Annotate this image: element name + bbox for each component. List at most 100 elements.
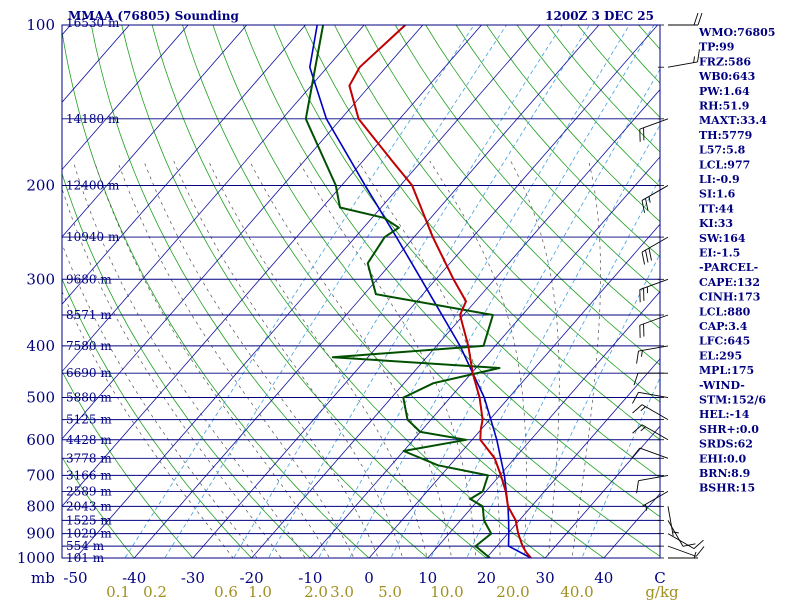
height-label: 6690 m	[66, 366, 112, 380]
mixing-ratio-tick-label: 0.2	[143, 583, 167, 600]
isotherm	[368, 223, 660, 558]
wind-barb-shaft	[667, 520, 684, 547]
index-entry: LCL:977	[699, 158, 750, 171]
wind-barb-flag	[693, 12, 699, 26]
temperature-tick-label: -30	[181, 569, 205, 587]
temperature-tick-label: 20	[477, 569, 496, 587]
index-entry: SRDS:62	[699, 438, 753, 451]
moist-adiabat	[143, 160, 379, 558]
mixing-ratio-tick-label: 10.0	[430, 583, 463, 600]
mixing-ratio-unit-label: g/kg	[645, 583, 679, 600]
wind-barb-flag	[641, 200, 645, 213]
pressure-tick-label: 200	[26, 176, 55, 194]
index-entry: CINH:173	[699, 291, 760, 304]
temperature-tick-label: 10	[418, 569, 437, 587]
height-labels: 16530 m 14180 m 12400 m 10940 m 9680 m 8571 m…	[66, 16, 120, 565]
mixing-ratio-line	[124, 25, 475, 558]
height-label: 8571 m	[66, 308, 112, 322]
wind-barb	[639, 278, 669, 303]
height-label: 12400 m	[66, 178, 120, 192]
index-entry: SW:164	[699, 232, 746, 245]
index-entry: -PARCEL-	[699, 261, 758, 274]
index-entry: LFC:645	[699, 335, 750, 348]
wind-barb-shaft	[641, 185, 669, 201]
temperature-axis: mb -50 -40 -30 -20 -10 0 10 20 30 40 C	[31, 569, 666, 587]
background-lines	[62, 25, 660, 558]
wind-barb-flag	[636, 351, 639, 364]
wind-barb	[658, 49, 700, 68]
temperature-tick-label: 30	[536, 569, 555, 587]
dry-adiabat	[151, 25, 546, 558]
index-entry: HEL:-14	[699, 408, 750, 421]
wind-barb-flag	[697, 49, 700, 63]
dry-adiabat	[242, 25, 660, 518]
wind-barb-half-flag	[640, 426, 646, 432]
wind-barb-shaft	[667, 61, 698, 68]
mixing-ratio-tick-label: 40.0	[560, 583, 593, 600]
isotherm	[62, 25, 424, 440]
pressure-tick-label: 500	[26, 389, 55, 407]
wind-barb-half-flag	[648, 196, 651, 203]
isotherm	[309, 156, 660, 558]
wind-barb	[641, 185, 669, 213]
wind-barb-flag	[633, 373, 639, 386]
index-entry: SI:1.6	[699, 188, 736, 201]
wind-barb-flag	[632, 404, 643, 414]
sounding-time: 1200Z 3 DEC 25	[545, 9, 654, 23]
dry-adiabat	[334, 25, 660, 403]
dry-adiabat	[62, 278, 253, 558]
temperature-tick-label: -10	[298, 569, 322, 587]
height-label: 2589 m	[66, 484, 112, 498]
station-title: MMAA (76805) Sounding	[68, 9, 239, 23]
pressure-tick-label: 400	[26, 337, 55, 355]
isotherm	[62, 25, 306, 305]
dry-adiabat	[394, 25, 660, 330]
wind-barb	[658, 533, 704, 550]
wind-barb	[639, 118, 669, 142]
wind-barb-flag	[693, 539, 704, 549]
mixing-ratio-axis: 0.1 0.2 0.6 1.0 2.0 3.0 5.0 10.0 20.0 40.0 g/kg	[106, 583, 679, 600]
wind-barb-shaft	[639, 278, 669, 290]
wind-barb-flag	[641, 252, 645, 265]
wind-barb	[641, 236, 669, 265]
dewpoint-trace	[304, 25, 501, 558]
temperature-tick-label: -20	[240, 569, 264, 587]
index-entry: BSHR:15	[699, 482, 755, 495]
index-entry: L57:5.8	[699, 144, 746, 157]
isotherm	[75, 25, 541, 558]
height-label: 1029 m	[66, 527, 112, 541]
index-entry: EI:-1.5	[699, 247, 740, 260]
height-label: 1525 m	[66, 513, 112, 527]
mixing-ratio-line	[233, 25, 563, 558]
wind-barb-shaft	[638, 345, 669, 352]
mixing-ratio-line	[430, 124, 660, 558]
isotherm	[62, 25, 483, 507]
height-label: 9680 m	[66, 272, 112, 286]
wind-barb	[632, 391, 669, 404]
moist-adiabat	[208, 160, 428, 558]
isotherm	[485, 358, 660, 558]
dry-adiabat	[455, 25, 660, 258]
wind-barb-flag	[645, 250, 649, 263]
height-label: 2043 m	[66, 499, 112, 513]
mixing-ratio-line	[349, 25, 655, 558]
wind-barb	[641, 491, 669, 511]
isotherm	[62, 25, 365, 373]
mixing-ratio-tick-label: 5.0	[378, 583, 402, 600]
wind-barb	[639, 314, 669, 338]
index-entry: LI:-0.9	[699, 173, 740, 186]
index-entry: EHI:0.0	[699, 452, 746, 465]
wind-barb-half-flag	[672, 531, 679, 534]
parcel-trace	[309, 25, 532, 558]
index-entry: -WIND-	[699, 379, 745, 392]
mixing-ratio-line	[268, 25, 590, 558]
moist-adiabat	[571, 161, 601, 558]
isotherm	[192, 25, 659, 558]
moist-adiabat	[62, 242, 258, 558]
moist-adiabat	[249, 160, 452, 558]
wind-barb-flag	[682, 543, 696, 547]
temperature-tick-label: 0	[364, 569, 374, 587]
wind-barb-half-flag	[640, 406, 646, 412]
index-entry: TH:5779	[699, 129, 752, 142]
